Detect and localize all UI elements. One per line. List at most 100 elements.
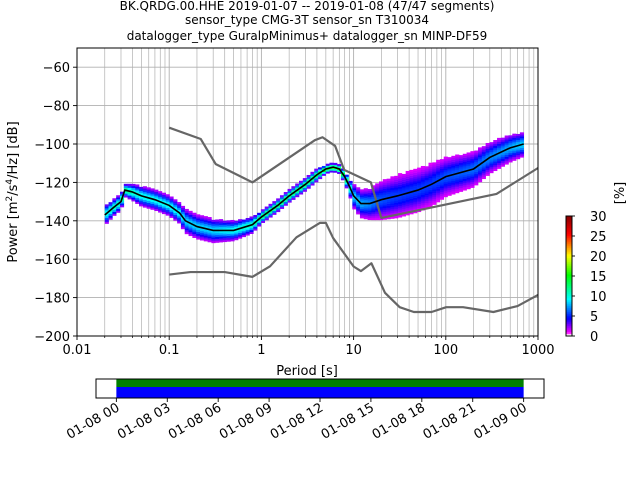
density-cell xyxy=(131,193,136,196)
colorbar-step xyxy=(566,312,572,315)
density-cell xyxy=(219,222,224,226)
density-cell xyxy=(116,208,121,211)
density-cell xyxy=(375,191,380,194)
density-cell xyxy=(108,213,113,216)
density-cell xyxy=(230,225,235,228)
density-cell xyxy=(108,206,113,209)
density-cell xyxy=(436,177,441,180)
density-cell xyxy=(474,158,479,161)
density-cell xyxy=(386,186,391,189)
density-cell xyxy=(207,224,212,227)
colorbar-step xyxy=(566,224,572,227)
density-cell xyxy=(401,179,406,182)
density-cell xyxy=(439,159,445,162)
density-cell xyxy=(104,208,109,211)
density-cell xyxy=(378,194,384,198)
density-cell xyxy=(352,197,357,200)
density-cell xyxy=(272,201,277,204)
y-tick-label: −180 xyxy=(34,292,70,307)
density-cell xyxy=(436,167,441,170)
density-cell xyxy=(226,222,231,225)
density-cell xyxy=(356,204,361,207)
density-cell xyxy=(462,167,467,170)
density-cell xyxy=(409,208,414,211)
density-cell xyxy=(123,187,128,190)
density-cell xyxy=(493,141,498,145)
density-cell xyxy=(241,232,246,236)
density-cell xyxy=(169,202,174,205)
density-cell xyxy=(458,168,464,171)
density-cell xyxy=(158,196,163,200)
density-cell xyxy=(367,200,372,203)
colorbar-step xyxy=(566,276,572,279)
density-cell xyxy=(417,206,422,209)
colorbar-step xyxy=(566,262,572,265)
density-cell xyxy=(413,207,418,210)
density-cell xyxy=(466,171,471,174)
colorbar-label: [%] xyxy=(613,182,628,205)
density-cell xyxy=(295,183,300,186)
density-cell xyxy=(398,192,403,195)
density-cell xyxy=(508,137,513,140)
density-cell xyxy=(493,163,498,166)
density-cell xyxy=(112,200,117,203)
density-cell xyxy=(188,231,193,235)
density-cell xyxy=(165,198,170,201)
density-cell xyxy=(272,212,277,215)
density-cell xyxy=(348,190,353,193)
density-cell xyxy=(401,175,406,179)
density-cell xyxy=(424,198,429,202)
density-cell xyxy=(177,209,182,212)
density-cell xyxy=(378,206,384,209)
density-cell xyxy=(150,203,155,206)
density-cell xyxy=(158,210,163,213)
density-cell xyxy=(455,183,460,186)
density-cell xyxy=(497,145,502,148)
density-cell xyxy=(352,201,357,204)
density-cell xyxy=(420,202,425,205)
colorbar-step xyxy=(566,252,572,255)
density-cell xyxy=(474,162,479,165)
density-cell xyxy=(222,222,227,225)
density-cell xyxy=(401,191,406,194)
density-cell xyxy=(245,233,250,236)
density-cell xyxy=(398,199,403,203)
density-cell xyxy=(417,169,422,172)
density-cell xyxy=(108,217,113,220)
density-cell xyxy=(398,188,403,191)
density-cell xyxy=(135,188,140,191)
density-cell xyxy=(314,178,319,181)
density-cell xyxy=(146,189,151,192)
density-cell xyxy=(295,195,300,198)
density-cell xyxy=(314,168,319,171)
density-cell xyxy=(436,190,441,193)
density-cell xyxy=(188,226,193,229)
density-cell xyxy=(184,222,189,225)
density-cell xyxy=(108,211,113,214)
density-cell xyxy=(356,202,361,205)
density-cell xyxy=(230,233,235,236)
density-cell xyxy=(458,155,464,158)
density-cell xyxy=(203,229,208,232)
colorbar-step xyxy=(566,298,572,301)
density-cell xyxy=(417,177,422,180)
density-cell xyxy=(375,210,380,213)
colorbar-step xyxy=(566,260,572,263)
density-cell xyxy=(371,202,376,205)
density-cell xyxy=(219,219,224,222)
density-cell xyxy=(367,215,372,219)
colorbar-step xyxy=(566,290,572,293)
colorbar-step xyxy=(566,278,572,281)
colorbar-step xyxy=(566,310,572,313)
density-cell xyxy=(409,189,414,192)
density-cell xyxy=(295,191,300,194)
density-cell xyxy=(443,194,448,198)
density-cell xyxy=(215,223,220,226)
density-cell xyxy=(352,205,357,208)
colorbar-step xyxy=(566,220,572,223)
density-cell xyxy=(378,185,384,188)
colorbar-step xyxy=(566,248,572,251)
density-cell xyxy=(420,179,425,182)
density-cell xyxy=(405,176,410,179)
density-cell xyxy=(203,237,208,240)
